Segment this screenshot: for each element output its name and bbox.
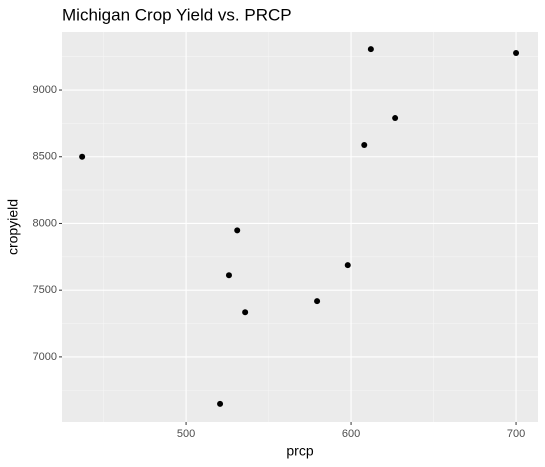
y-axis-title: cropyield: [5, 199, 21, 255]
point: [361, 142, 368, 149]
point: [234, 227, 241, 234]
y-tick-label: 8000: [33, 217, 57, 229]
point: [392, 115, 399, 122]
y-tick-label: 7000: [33, 351, 57, 363]
chart-title: Michigan Crop Yield vs. PRCP: [62, 5, 292, 24]
point: [225, 272, 232, 279]
x-tick-label: 700: [507, 428, 525, 440]
x-axis-title: prcp: [286, 443, 313, 459]
x-tick-label: 500: [177, 428, 195, 440]
point: [217, 400, 224, 407]
x-tick-label: 600: [342, 428, 360, 440]
point: [79, 153, 86, 160]
point: [314, 298, 321, 305]
y-tick-label: 7500: [33, 284, 57, 296]
y-tick-label: 8500: [33, 151, 57, 163]
point: [367, 46, 374, 53]
point: [344, 262, 351, 269]
point: [513, 49, 520, 56]
point: [242, 309, 249, 316]
y-tick-label: 9000: [33, 84, 57, 96]
